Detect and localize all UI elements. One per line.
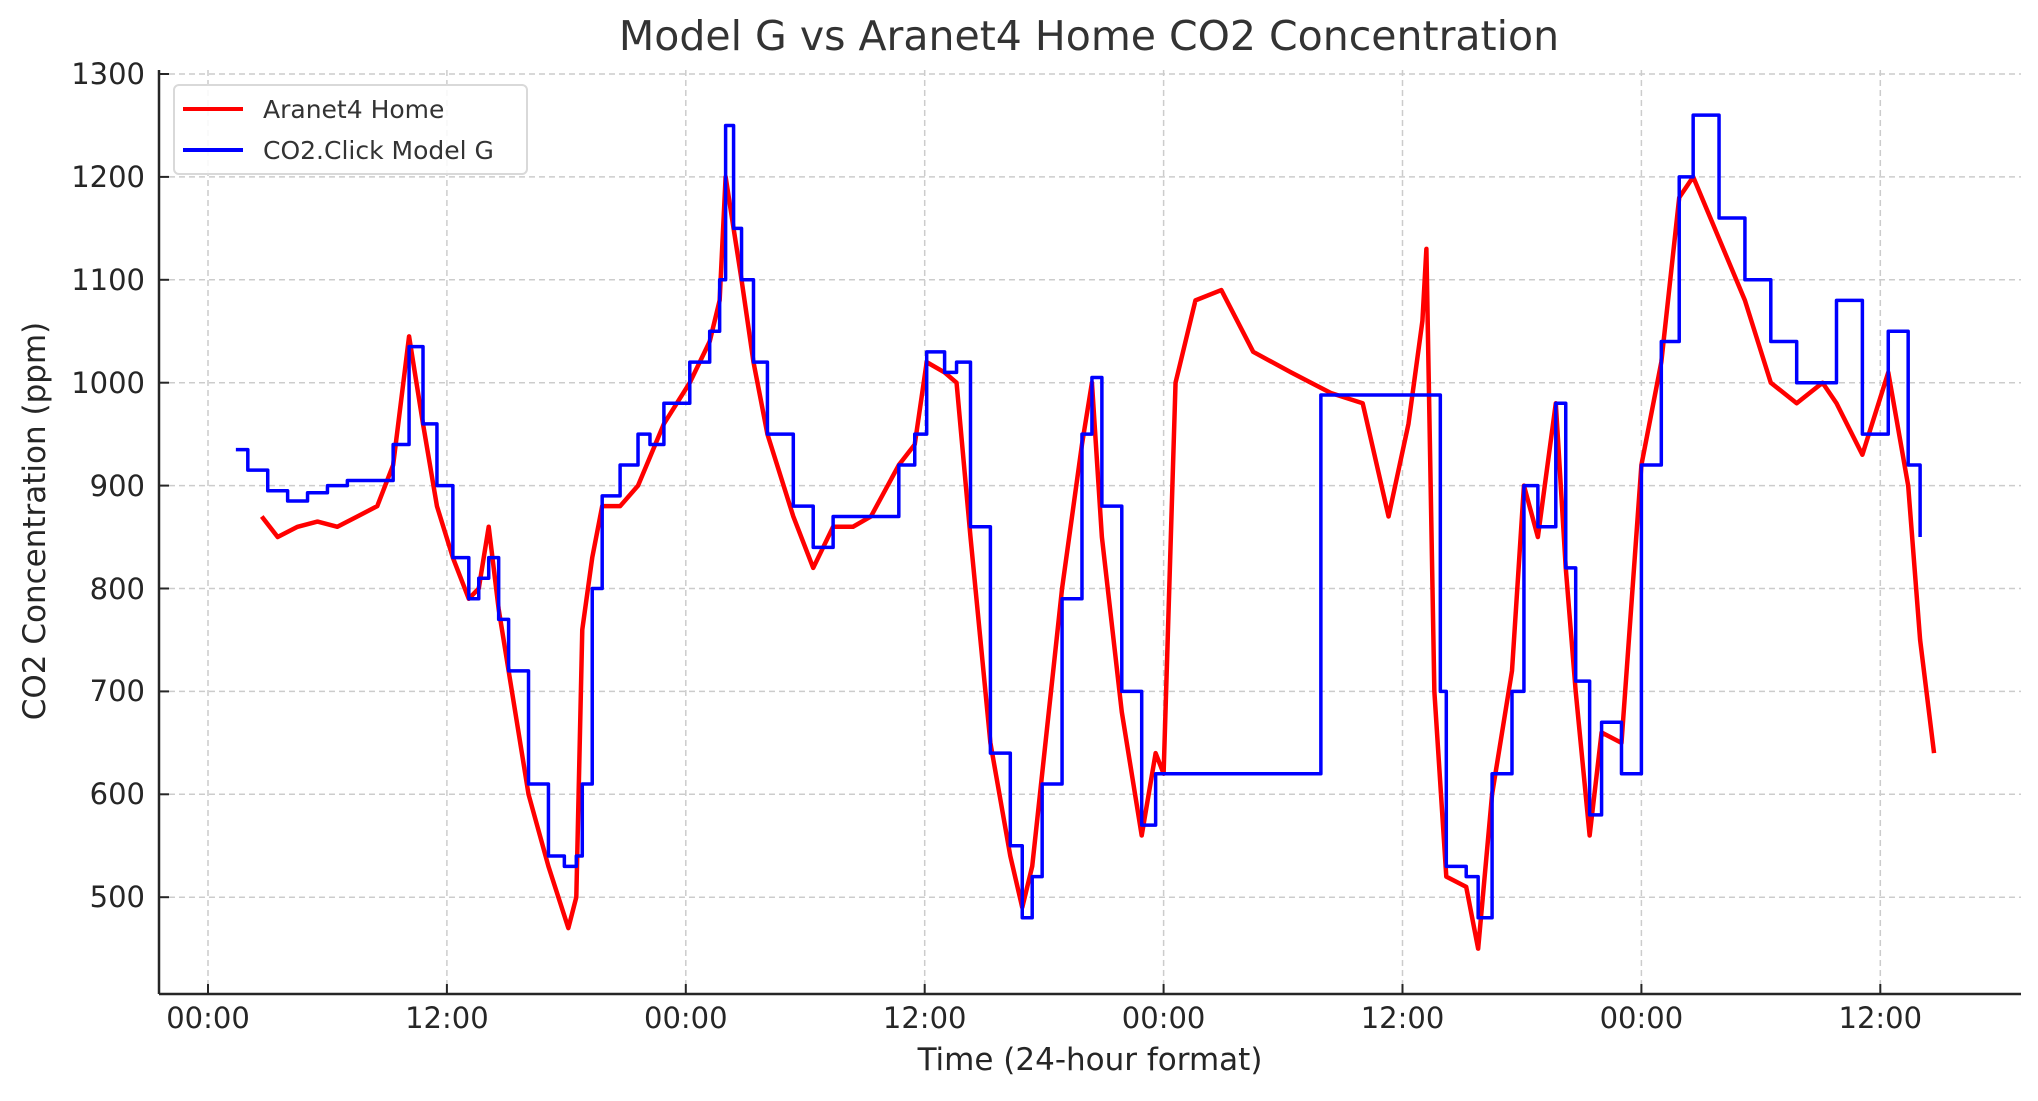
legend-swatch-red-line-icon bbox=[183, 107, 243, 111]
y-tick-label: 900 bbox=[89, 468, 145, 503]
legend-label: Aranet4 Home bbox=[263, 94, 445, 124]
x-tick-label: 00:00 bbox=[166, 1001, 250, 1035]
legend-label: CO2.Click Model G bbox=[263, 135, 494, 165]
grid-lines bbox=[159, 70, 2021, 994]
axes bbox=[157, 70, 2021, 996]
series-line-model-g bbox=[235, 113, 1922, 920]
chart-title: Model G vs Aranet4 Home CO2 Concentratio… bbox=[618, 12, 1560, 60]
y-tick-label: 800 bbox=[89, 571, 145, 606]
y-tick-label: 700 bbox=[89, 674, 145, 709]
x-tick-label: 12:00 bbox=[882, 1001, 967, 1035]
x-tick-label: 12:00 bbox=[1838, 1001, 1923, 1035]
y-tick-label: 600 bbox=[89, 777, 145, 812]
y-tick-label: 1000 bbox=[71, 365, 145, 400]
x-tick-label: 00:00 bbox=[1121, 1001, 1206, 1035]
x-tick-label: 12:00 bbox=[1360, 1001, 1445, 1035]
x-axis-label: Time (24-hour format) bbox=[917, 1042, 1263, 1078]
legend: Aranet4 Home CO2.Click Model G bbox=[173, 84, 528, 175]
y-tick-label: 1300 bbox=[71, 57, 145, 91]
legend-item-model-g: CO2.Click Model G bbox=[183, 130, 494, 170]
y-tick-label: 500 bbox=[89, 880, 145, 915]
x-tick-label: 00:00 bbox=[644, 1001, 728, 1035]
x-tick-label: 00:00 bbox=[1599, 1001, 1684, 1035]
y-tick-label: 1100 bbox=[71, 262, 145, 297]
series-line-aranet4 bbox=[259, 174, 1937, 951]
legend-swatch-blue-line-icon bbox=[183, 148, 243, 152]
legend-item-aranet4: Aranet4 Home bbox=[183, 89, 444, 129]
x-tick-label: 12:00 bbox=[405, 1001, 489, 1035]
y-tick-label: 1200 bbox=[71, 159, 145, 194]
data-series bbox=[235, 113, 1937, 951]
